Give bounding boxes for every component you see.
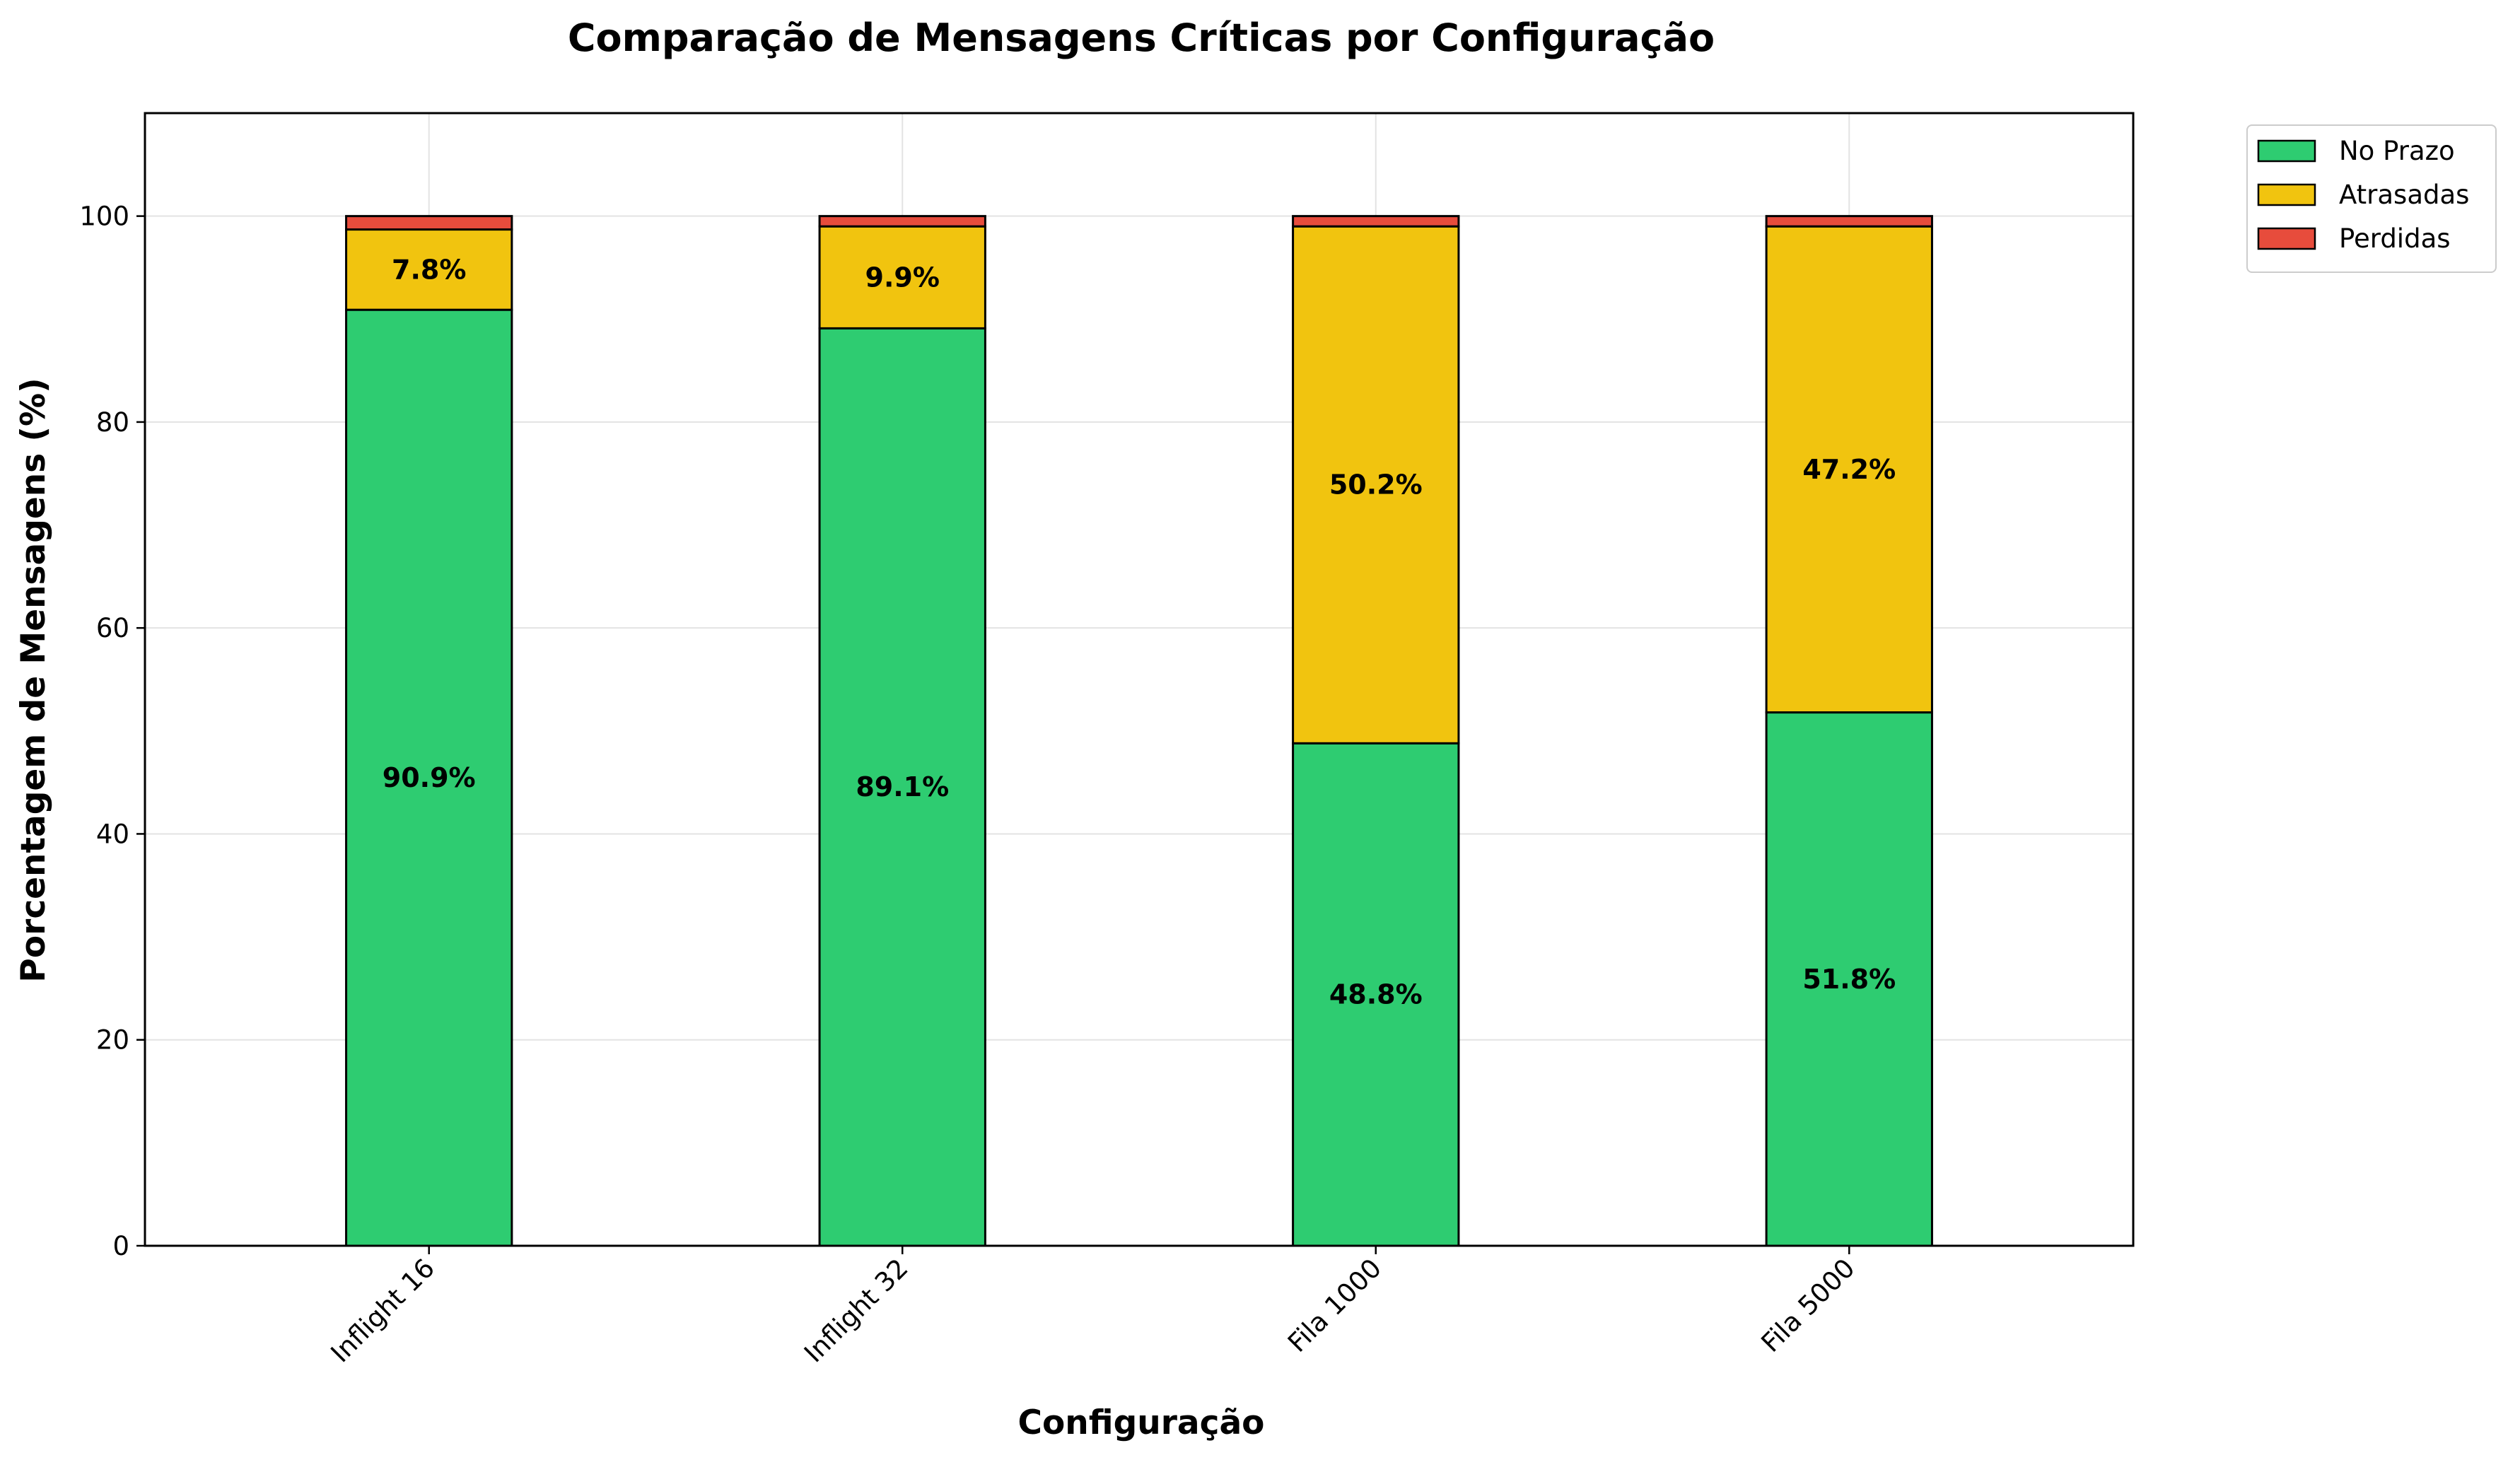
data-label-atrasadas: 9.9% — [865, 262, 940, 293]
data-label-atrasadas: 47.2% — [1802, 454, 1896, 485]
plot-frame — [144, 112, 2135, 1247]
x-tick-label: Fila 1000 — [1282, 1253, 1387, 1358]
data-label-atrasadas: 50.2% — [1329, 469, 1423, 501]
legend-swatch — [2257, 227, 2316, 250]
data-label-no-prazo: 51.8% — [1802, 964, 1896, 995]
y-tick-label: 40 — [96, 819, 129, 849]
x-axis-ticks: Inflight 16 Inflight 32 Fila 1000 Fila 5000 — [325, 1246, 1861, 1368]
bar-segment-perdidas — [818, 215, 986, 228]
data-label-no-prazo: 90.9% — [383, 762, 476, 793]
bar-segment-no-prazo — [1765, 711, 1933, 1247]
y-axis-label: Porcentagem de Mensagens (%) — [14, 378, 53, 982]
data-label-no-prazo: 48.8% — [1329, 979, 1423, 1010]
legend-swatch — [2257, 139, 2316, 163]
data-label-atrasadas: 7.8% — [392, 254, 466, 285]
bar-segment-atrasadas — [1765, 225, 1933, 714]
x-tick-label: Inflight 32 — [798, 1253, 914, 1369]
bar-segment-no-prazo — [1292, 742, 1460, 1247]
bar-segment-atrasadas — [345, 228, 513, 311]
y-tick-label: 20 — [96, 1025, 129, 1056]
data-labels: 90.9% 7.8% 89.1% 9.9% 48.8% 50.2% 51.8% 47.2% — [383, 254, 1896, 1010]
x-tick-label: Fila 5000 — [1756, 1253, 1861, 1358]
y-tick-label: 100 — [79, 202, 129, 232]
legend-label: No Prazo — [2339, 136, 2455, 166]
legend: No Prazo Atrasadas Perdidas — [2246, 124, 2497, 273]
bar-segment-perdidas — [1292, 215, 1460, 228]
legend-label: Perdidas — [2339, 223, 2451, 254]
data-label-no-prazo: 89.1% — [856, 771, 949, 802]
chart-title: Comparação de Mensagens Críticas por Con… — [568, 16, 1715, 60]
x-axis-label: Configuração — [1018, 1403, 1265, 1442]
bar-segment-perdidas — [1765, 215, 1933, 228]
x-tick-label: Inflight 16 — [325, 1253, 441, 1369]
bars — [345, 215, 1933, 1247]
y-tick-label: 60 — [96, 613, 129, 643]
legend-swatch — [2257, 183, 2316, 206]
y-tick-label: 80 — [96, 407, 129, 438]
y-tick-label: 0 — [112, 1231, 129, 1261]
legend-label: Atrasadas — [2339, 180, 2469, 210]
y-axis-ticks: 0 20 40 60 80 100 — [79, 202, 145, 1261]
bar-segment-atrasadas — [1292, 225, 1460, 744]
bar-segment-atrasadas — [818, 225, 986, 329]
bar-segment-perdidas — [345, 215, 513, 231]
